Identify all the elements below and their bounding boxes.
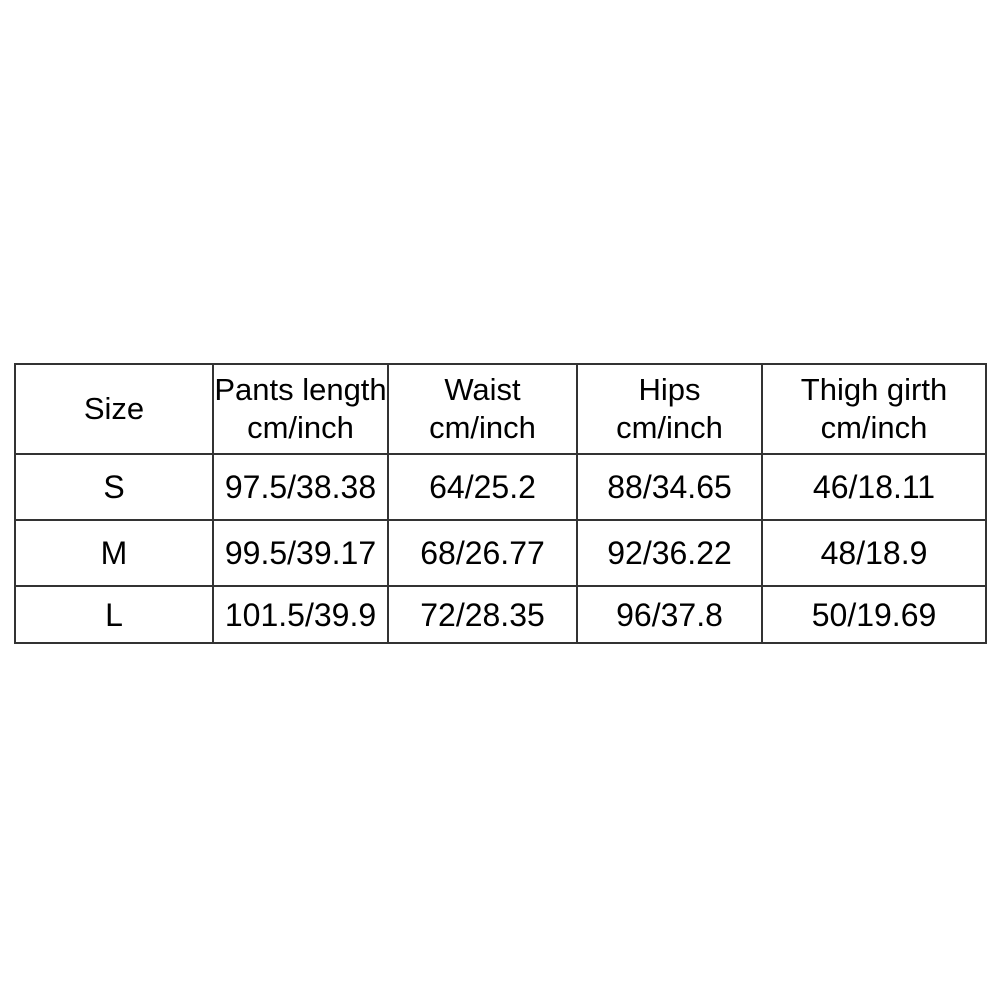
cell-waist-m: 68/26.77 xyxy=(387,519,578,587)
header-cell-pants-length: Pants length cm/inch xyxy=(212,363,389,455)
cell-pants-length-s: 97.5/38.38 xyxy=(212,453,389,521)
cell-waist-s: 64/25.2 xyxy=(387,453,578,521)
cell-hips-s: 88/34.65 xyxy=(576,453,763,521)
table-row-size-l: L 101.5/39.9 72/28.35 96/37.8 50/19.69 xyxy=(14,585,987,644)
cell-pants-length-m: 99.5/39.17 xyxy=(212,519,389,587)
header-cell-thigh-girth: Thigh girth cm/inch xyxy=(761,363,987,455)
header-label: Thigh girth xyxy=(800,372,948,407)
table-row-size-m: M 99.5/39.17 68/26.77 92/36.22 48/18.9 xyxy=(14,519,987,587)
header-sublabel: cm/inch xyxy=(247,410,354,445)
header-label: Hips xyxy=(638,372,701,407)
header-row: Size Pants length cm/inch Waist cm/inch … xyxy=(14,363,987,455)
header-sublabel: cm/inch xyxy=(820,410,928,445)
size-chart-table: Size Pants length cm/inch Waist cm/inch … xyxy=(14,363,987,644)
header-sublabel: cm/inch xyxy=(616,410,723,445)
header-sublabel: cm/inch xyxy=(429,410,536,445)
cell-hips-m: 92/36.22 xyxy=(576,519,763,587)
header-cell-hips: Hips cm/inch xyxy=(576,363,763,455)
cell-thigh-girth-m: 48/18.9 xyxy=(761,519,987,587)
header-label: Size xyxy=(83,391,145,426)
cell-hips-l: 96/37.8 xyxy=(576,585,763,644)
header-cell-waist: Waist cm/inch xyxy=(387,363,578,455)
cell-size-m: M xyxy=(14,519,214,587)
cell-waist-l: 72/28.35 xyxy=(387,585,578,644)
cell-size-l: L xyxy=(14,585,214,644)
header-label: Waist xyxy=(444,372,521,407)
cell-thigh-girth-s: 46/18.11 xyxy=(761,453,987,521)
header-cell-size: Size xyxy=(14,363,214,455)
cell-size-s: S xyxy=(14,453,214,521)
header-label: Pants length xyxy=(214,372,387,407)
cell-pants-length-l: 101.5/39.9 xyxy=(212,585,389,644)
table-row-size-s: S 97.5/38.38 64/25.2 88/34.65 46/18.11 xyxy=(14,453,987,521)
cell-thigh-girth-l: 50/19.69 xyxy=(761,585,987,644)
